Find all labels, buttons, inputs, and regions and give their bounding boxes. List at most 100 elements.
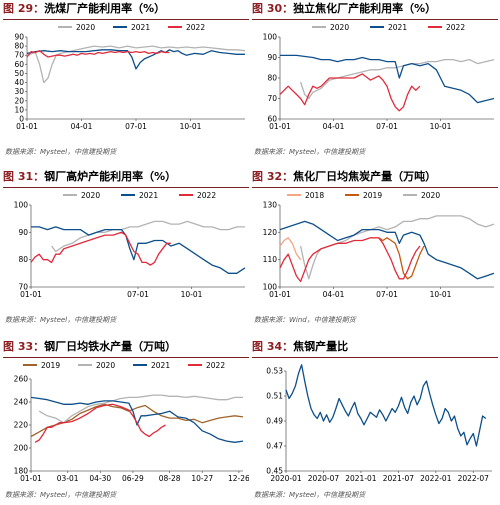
x-tick-label: 04-01 [323,122,345,131]
chart-svg: 100 110 120 130 01-01 04-01 07-01 10-01 2018 2019… [263,191,495,299]
x-tick-label: 07-01 [127,290,149,299]
x-tick-label: 10-01 [180,122,202,131]
source-note: 数据来源：Wind，中信建投期货 [254,316,356,324]
x-tick-label: 12-26 [228,474,249,483]
figure-title: 钢厂日均铁水产量（万吨） [44,340,177,353]
legend-label: 2022 [206,361,225,370]
source-note: 数据来源：Mysteel，中信建投期货 [5,316,117,324]
x-tick-label: 2021-01 [345,474,377,483]
x-tick-label: 06-29 [122,474,144,483]
legend-label: 2021 [139,191,158,200]
y-tick-label: 30 [14,87,24,96]
legend-label: 2022 [446,23,465,32]
x-tick-label: 01-01 [269,122,291,131]
x-tick-label: 10-27 [191,474,213,483]
chart-title: 图 29：洗煤厂产能利用率（%） [3,0,249,20]
series-line [26,45,246,84]
x-tick-label: 2022-01 [420,474,452,483]
source-note: 数据来源：Mysteel，中信建投期货 [5,148,117,156]
y-tick-label: 80 [14,42,24,51]
legend-label: 2021 [131,23,150,32]
y-tick-label: 100 [14,201,29,210]
y-tick-label: 0.53 [266,367,283,376]
figure-number: 图 30： [252,2,294,15]
series-line [30,231,171,266]
chart-title: 图 30：独立焦化厂产能利用率（%） [252,0,498,20]
y-tick-label: 120 [263,228,278,237]
x-tick-label: 2020-07 [308,474,340,483]
series-line [30,403,244,438]
x-tick-label: 03-01 [57,474,79,483]
y-tick-label: 0.49 [266,417,283,426]
figure-number: 图 31： [3,170,45,183]
figure-number: 图 34： [252,340,294,353]
chart-container: 0 10 20 30 40 50 60 70 80 90 01-01 04-01 07-01 10-01 2… [3,21,249,133]
series-line [34,403,166,443]
y-tick-label: 260 [14,375,29,384]
chart-svg: 70 80 90 100 01-01 07-01 10-01 2020 2021 2022 [14,191,246,299]
chart-svg: 60 70 80 90 100 01-01 04-01 07-01 10-01 2020 2021 2… [263,23,495,131]
x-tick-label: 07-01 [376,122,398,131]
x-tick-label: 07-01 [376,290,398,299]
y-tick-label: 200 [14,444,29,453]
y-tick-label: 0.45 [266,467,283,476]
y-tick-label: 40 [14,78,24,87]
x-tick-label: 2022-07 [458,474,490,483]
y-tick-label: 80 [18,255,28,264]
figure-title: 洗煤厂产能利用率（%） [44,2,166,15]
chart-title: 图 31：钢厂高炉产能利用率（%） [3,168,249,188]
y-tick-label: 0.47 [266,442,283,451]
y-tick-label: 0.51 [266,392,283,401]
legend-label: 2022 [197,191,216,200]
chart-svg: 0.45 0.47 0.49 0.51 0.53 2020-01 2020-07 2021-0… [266,364,492,483]
series-line [299,58,495,100]
y-tick-label: 100 [263,283,278,292]
x-tick-label: 01-01 [20,290,42,299]
series-line [279,220,495,280]
y-tick-label: 70 [267,94,277,103]
x-tick-label: 07-01 [125,122,147,131]
y-tick-label: 60 [14,60,24,69]
y-tick-label: 220 [14,421,29,430]
y-tick-label: 0 [19,115,24,124]
y-tick-label: 20 [14,96,24,105]
figure-title: 焦化厂日均焦炭产量（万吨） [293,170,437,183]
legend-label: 2019 [363,191,382,200]
y-tick-label: 10 [14,105,24,114]
series-line [378,237,425,280]
series-line [285,364,487,447]
x-tick-label: 2021-07 [383,474,415,483]
x-tick-label: 01-01 [16,122,38,131]
y-tick-label: 130 [263,201,278,210]
chart-title: 图 32：焦化厂日均焦炭产量（万吨） [252,168,498,188]
series-line [31,226,246,274]
series-line [26,50,170,58]
y-tick-label: 180 [14,467,29,476]
y-tick-label: 90 [267,53,277,62]
legend-label: 2019 [41,361,60,370]
legend-label: 2020 [421,191,440,200]
legend-label: 2021 [151,361,170,370]
legend-label: 2021 [388,23,407,32]
y-tick-label: 80 [267,74,277,83]
legend-label: 2018 [305,191,324,200]
x-tick-label: 04-30 [89,474,111,483]
chart-container: 100 110 120 130 01-01 04-01 07-01 10-01 2018 2019… [252,189,498,301]
y-tick-label: 240 [14,398,29,407]
y-tick-label: 90 [18,228,28,237]
chart-container: 0.45 0.47 0.49 0.51 0.53 2020-01 2020-07 2021-0… [252,359,498,485]
y-tick-label: 90 [14,33,24,42]
source-note: 数据来源：Mysteel，中信建投期货 [254,491,366,499]
y-tick-label: 110 [263,255,278,264]
legend-label: 2020 [81,191,100,200]
x-tick-label: 2020-01 [270,474,302,483]
series-line [30,396,244,443]
series-line [279,237,421,283]
figure-number: 图 33： [3,340,45,353]
chart-container: 180 200 220 240 260 01-01 03-01 04-30 06-29 08-28… [3,359,249,485]
series-line [26,49,245,70]
series-line [280,54,495,104]
series-line [51,220,245,253]
y-tick-label: 50 [14,69,24,78]
